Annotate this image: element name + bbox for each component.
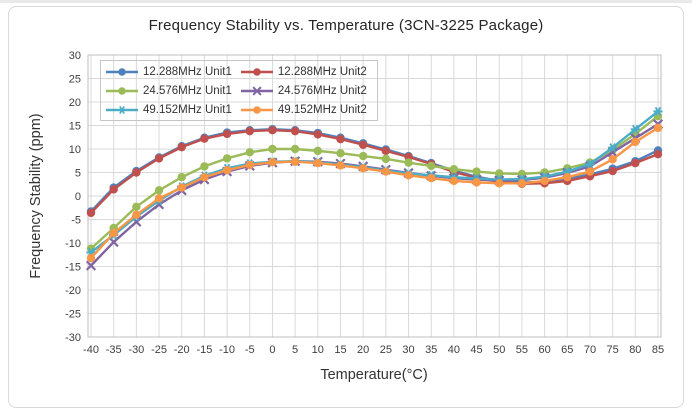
y-tick-label: 30 [69, 50, 81, 62]
x-tick-label: -20 [174, 344, 190, 356]
y-tick-label: -5 [71, 215, 81, 227]
y-tick-label: 10 [69, 144, 81, 156]
x-tick-label: -25 [151, 344, 167, 356]
x-tick-label: 60 [538, 344, 550, 356]
legend-label: 49.152MHz Unit1 [143, 103, 232, 116]
x-tick-label: -35 [106, 344, 122, 356]
x-tick-label: -40 [83, 344, 99, 356]
y-axis-label: Frequency Stability (ppm) [28, 113, 44, 279]
legend-marker-asterisk-icon [106, 105, 138, 114]
x-tick-label: 55 [516, 344, 528, 356]
y-tick-label: -15 [65, 262, 81, 274]
x-tick-label: 5 [292, 344, 298, 356]
series-24.576mhz-unit2 [85, 119, 664, 271]
axis-tick-labels: -30 -25 -20 -15 -10 -5 0 5 10 15 20 25 30 -40 -35 -30 -2… [65, 50, 664, 356]
x-tick-label: 10 [312, 344, 324, 356]
legend-label: 12.288MHz Unit2 [277, 65, 367, 78]
x-axis-label: Temperature(°C) [320, 367, 428, 383]
legend-item-24.576mhz-unit2: 24.576MHz Unit2 [240, 81, 367, 100]
x-tick-label: 0 [269, 344, 275, 356]
x-tick-label: 85 [652, 344, 664, 356]
x-tick-label: -15 [196, 344, 212, 356]
y-tick-label: 0 [75, 191, 81, 203]
legend-item-12.288mhz-unit2: 12.288MHz Unit2 [240, 62, 367, 81]
x-tick-label: 80 [629, 344, 641, 356]
legend-marker-circle-icon [240, 105, 273, 114]
x-tick-label: 45 [470, 344, 482, 356]
legend-item-12.288mhz-unit1: 12.288MHz Unit1 [105, 62, 232, 81]
x-tick-label: 15 [334, 344, 346, 356]
y-tick-label: 5 [75, 168, 81, 180]
y-tick-label: 20 [69, 97, 81, 109]
y-tick-label: -25 [65, 309, 81, 321]
legend-label: 24.576MHz Unit1 [143, 84, 232, 97]
page-top-border [0, 0, 692, 3]
legend-label: 49.152MHz Unit2 [277, 103, 367, 116]
legend-marker-x-icon [240, 85, 273, 96]
x-tick-label: 20 [357, 344, 369, 356]
legend-label: 12.288MHz Unit1 [143, 65, 232, 78]
series-49.152mhz-unit2 [86, 123, 663, 263]
x-tick-label: 70 [584, 344, 596, 356]
x-tick-label: 65 [561, 344, 573, 356]
x-tick-label: 35 [425, 344, 437, 356]
x-tick-label: 25 [380, 344, 392, 356]
x-tick-label: 40 [448, 344, 460, 356]
series-24.576mhz-unit1 [86, 111, 663, 253]
legend-label: 24.576MHz Unit2 [277, 84, 367, 97]
y-tick-label: 15 [69, 121, 81, 133]
y-tick-label: 25 [69, 74, 81, 86]
legend-marker-circle-icon [106, 67, 138, 76]
legend-marker-circle-icon [240, 67, 273, 76]
legend-item-49.152mhz-unit2: 49.152MHz Unit2 [240, 100, 367, 119]
plot-area-border [87, 54, 662, 338]
x-tick-label: 75 [607, 344, 619, 356]
legend-item-49.152mhz-unit1: 49.152MHz Unit1 [105, 100, 232, 119]
y-tick-label: -10 [65, 238, 81, 250]
y-tick-label: -20 [65, 285, 81, 297]
legend-marker-circle-icon [106, 86, 138, 95]
x-tick-label: 30 [402, 344, 414, 356]
y-tick-label: -30 [65, 332, 81, 344]
x-tick-label: -10 [219, 344, 235, 356]
x-tick-label: 50 [493, 344, 505, 356]
legend: 12.288MHz Unit1 12.288MHz Unit2 24.576MHz … [100, 60, 378, 121]
legend-item-24.576mhz-unit1: 24.576MHz Unit1 [105, 81, 232, 100]
x-tick-label: -5 [245, 344, 255, 356]
x-tick-label: -30 [128, 344, 144, 356]
chart-title: Frequency Stability vs. Temperature (3CN… [148, 17, 544, 34]
